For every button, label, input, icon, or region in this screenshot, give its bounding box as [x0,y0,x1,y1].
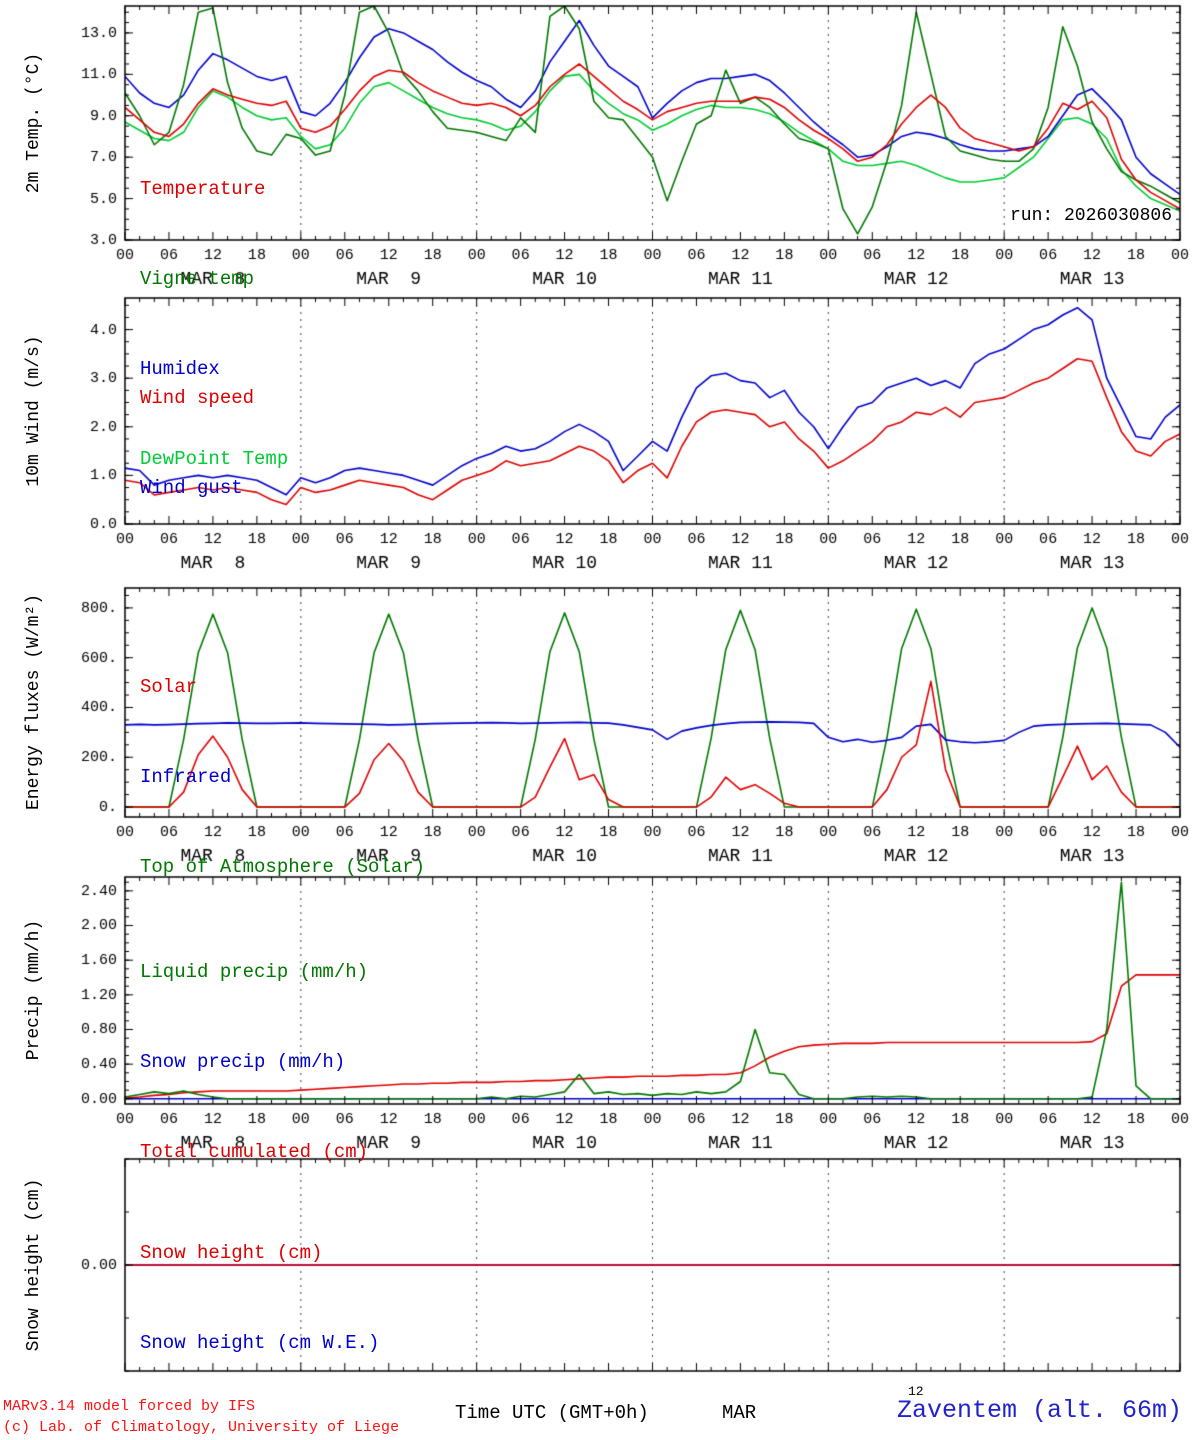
y-axis-label-energy: Energy fluxes (W/m²) [24,593,44,811]
station-label: Zaventem (alt. 66m) [896,1396,1182,1425]
legend-total-cumulated: Total cumulated (cm) [140,1141,369,1163]
small-tick-label: 12 [908,1384,924,1399]
legend-dewpoint-temp: DewPoint Temp [140,448,289,470]
y-axis-label-snow-height: Snow height (cm) [24,1178,44,1352]
legend-liquid-precip: Liquid precip (mm/h) [140,961,369,983]
y-axis-label-precip: Precip (mm/h) [24,919,44,1061]
legend-vigne-temp: Vigne temp [140,268,255,290]
legend-snow-height: Snow height (cm) [140,1242,323,1264]
legend-infrared: Infrared [140,766,232,788]
y-axis-label-temperature: 2m Temp. (°C) [24,52,44,194]
model-run-label: run: 2026030806 [1009,206,1172,226]
energy-panel-legend: Solar Infrared Top of Atmosphere (Solar) [140,612,425,942]
legend-solar: Solar [140,676,198,698]
legend-toa-solar: Top of Atmosphere (Solar) [140,856,426,878]
wind-panel-legend: Wind speed Wind gust [140,323,254,563]
y-axis-label-wind: 10m Wind (m/s) [24,335,44,487]
precip-panel-legend: Liquid precip (mm/h) Snow precip (mm/h) … [140,897,368,1227]
snow-panel-legend: Snow height (cm) Snow height (cm W.E.) [140,1178,379,1418]
legend-snow-precip: Snow precip (mm/h) [140,1051,346,1073]
legend-wind-speed: Wind speed [140,387,255,409]
legend-humidex: Humidex [140,358,220,380]
temperature-panel-legend: Temperature Vigne temp Humidex DewPoint … [140,114,288,534]
credit-line-2: (c) Lab. of Climatology, University of L… [3,1419,400,1436]
legend-temperature: Temperature [140,178,266,200]
legend-snow-height-we: Snow height (cm W.E.) [140,1332,380,1354]
time-axis-label: Time UTC (GMT+0h) [455,1402,649,1424]
legend-wind-gust: Wind gust [140,477,243,499]
credit-line-1: MARv3.14 model forced by IFS [3,1398,256,1415]
model-credit: MARv3.14 model forced by IFS (c) Lab. of… [3,1396,399,1438]
month-label: MAR [722,1402,757,1424]
